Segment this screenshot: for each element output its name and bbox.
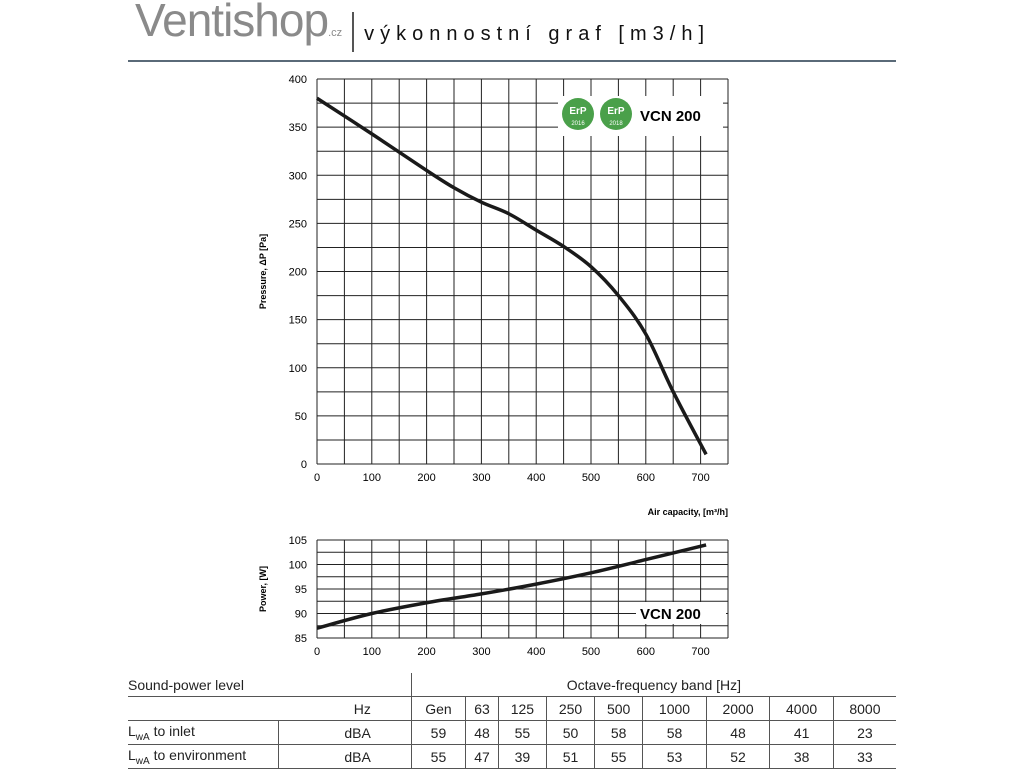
y-axis-label: Power, [W] <box>258 566 268 612</box>
chart-title: VCN 200 <box>640 606 701 623</box>
x-tick-label: 100 <box>363 472 381 484</box>
y-tick-label: 100 <box>289 363 307 375</box>
table-cell: 58 <box>642 720 707 745</box>
badge-year: 2016 <box>571 121 585 127</box>
charts: 0 100 200 300 400 500 600 700 0 50 100 150 200 250 300… <box>258 74 729 658</box>
x-tick-label: 300 <box>472 472 490 484</box>
y-tick-label: 90 <box>295 609 307 621</box>
y-tick-label: 350 <box>289 122 307 134</box>
row-label: LwA to inlet <box>128 720 278 745</box>
table-row: LwA to inlet dBA 59 48 55 50 58 58 48 41 23 <box>128 720 896 745</box>
erp-badge-icon <box>562 98 594 130</box>
series-line <box>316 96 708 456</box>
logo: Ventishop.cz <box>135 0 343 46</box>
table-cell: 23 <box>832 720 896 745</box>
table-cell: 59 <box>410 720 466 745</box>
band-header: Gen <box>410 696 466 721</box>
unit-label: Hz <box>278 696 412 721</box>
y-tick-label: 200 <box>289 267 307 279</box>
y-tick-label: 0 <box>301 459 307 471</box>
band-header: 125 <box>497 696 547 721</box>
table-cell: 48 <box>465 720 499 745</box>
y-tick-label: 150 <box>289 315 307 327</box>
band-header: 8000 <box>832 696 896 721</box>
y-tick-label: 100 <box>289 560 307 572</box>
x-tick-label: 300 <box>472 646 490 658</box>
table-cell: 52 <box>705 744 770 769</box>
table-cell: 51 <box>545 744 595 769</box>
x-tick-label: 500 <box>582 472 600 484</box>
y-axis-label: Pressure, ΔP [Pa] <box>258 234 268 309</box>
x-tick-label: 200 <box>417 472 435 484</box>
x-tick-label: 0 <box>314 646 320 658</box>
y-tick-label: 85 <box>295 633 307 645</box>
band-header: 250 <box>545 696 595 721</box>
table-title: Sound-power level <box>128 673 412 697</box>
table-cell: 48 <box>705 720 770 745</box>
y-tick-label: 400 <box>289 74 307 86</box>
row-unit: dBA <box>277 720 412 745</box>
band-title: Octave-frequency band [Hz] <box>410 673 896 697</box>
band-header: 4000 <box>769 696 834 721</box>
y-tick-label: 105 <box>289 535 307 547</box>
legend-box <box>636 602 726 624</box>
table-cell: 47 <box>465 744 499 769</box>
sound-table: Sound-power level Octave-frequency band [… <box>128 673 896 769</box>
table-cell: 58 <box>594 720 643 745</box>
y-tick-label: 250 <box>289 218 307 230</box>
table-cell: 50 <box>545 720 595 745</box>
table-row: LwA to environment dBA 55 47 39 51 55 53 52 38 33 <box>128 744 896 769</box>
erp-badge-icon <box>600 98 632 130</box>
table-cell: 39 <box>497 744 547 769</box>
x-tick-label: 700 <box>691 646 709 658</box>
chart-title: VCN 200 <box>640 108 701 125</box>
header-subtitle: výkonnostní graf [m3/h] <box>364 23 711 45</box>
header: Ventishop.cz výkonnostní graf [m3/h] <box>135 0 711 56</box>
x-tick-label: 0 <box>314 472 320 484</box>
table-cell: 53 <box>642 744 707 769</box>
band-header: 63 <box>465 696 499 721</box>
table-cell: 55 <box>410 744 466 769</box>
x-tick-label: 700 <box>691 472 709 484</box>
x-tick-label: 400 <box>527 646 545 658</box>
badge-text: ErP <box>569 106 587 117</box>
table-cell: 38 <box>769 744 834 769</box>
x-tick-label: 600 <box>637 472 655 484</box>
table-cell: 55 <box>497 720 547 745</box>
band-header: 1000 <box>642 696 707 721</box>
y-tick-label: 95 <box>295 584 307 596</box>
x-tick-label: 600 <box>637 646 655 658</box>
row-unit: dBA <box>277 744 412 769</box>
badge-year: 2018 <box>609 121 623 127</box>
x-tick-label: 500 <box>582 646 600 658</box>
badge-text: ErP <box>607 106 625 117</box>
header-divider <box>352 12 355 52</box>
band-header: 2000 <box>705 696 770 721</box>
x-tick-label: 100 <box>363 646 381 658</box>
band-header: 500 <box>594 696 643 721</box>
header-rule <box>128 60 896 62</box>
series-line <box>316 543 707 630</box>
row-label: LwA to environment <box>128 744 278 769</box>
x-axis-label: Air capacity, [m³/h] <box>648 507 728 517</box>
y-tick-label: 300 <box>289 170 307 182</box>
y-tick-label: 50 <box>295 411 307 423</box>
table-cell: 41 <box>769 720 834 745</box>
table-cell: 55 <box>594 744 643 769</box>
table-cell: 33 <box>832 744 896 769</box>
x-tick-label: 400 <box>527 472 545 484</box>
x-tick-label: 200 <box>417 646 435 658</box>
